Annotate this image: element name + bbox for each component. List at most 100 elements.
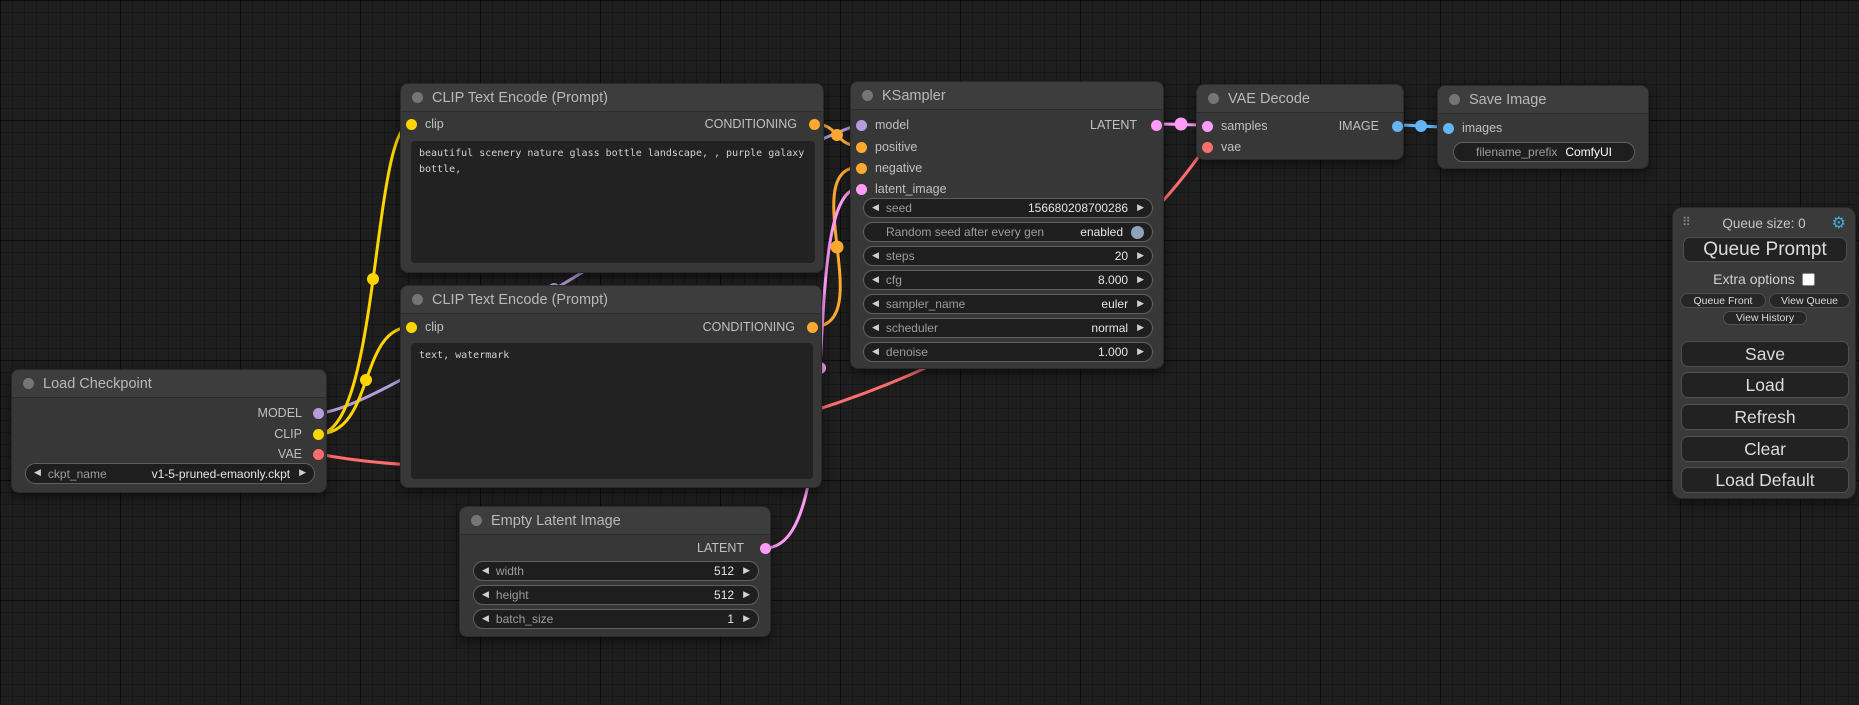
node-titlebar[interactable]: Load Checkpoint [12, 370, 326, 398]
batch-size-widget[interactable]: ◀ batch_size 1 ▶ [473, 609, 759, 629]
node-titlebar[interactable]: CLIP Text Encode (Prompt) [401, 286, 821, 314]
clear-button[interactable]: Clear [1681, 436, 1849, 462]
collapse-dot-icon[interactable] [862, 90, 873, 101]
images-input-port[interactable] [1443, 123, 1454, 134]
collapse-dot-icon[interactable] [471, 515, 482, 526]
latent-output-port[interactable] [1151, 120, 1162, 131]
increment-arrow-icon[interactable]: ▶ [1137, 324, 1144, 333]
decrement-arrow-icon[interactable]: ◀ [872, 324, 879, 333]
collapse-dot-icon[interactable] [412, 294, 423, 305]
negative-prompt-textarea[interactable]: text, watermark [411, 343, 813, 479]
node-titlebar[interactable]: CLIP Text Encode (Prompt) [401, 84, 823, 112]
sampler-name-widget[interactable]: ◀ sampler_name euler ▶ [863, 294, 1153, 314]
widget-value: 512 [714, 588, 734, 602]
widget-label: batch_size [496, 612, 553, 626]
widget-value: euler [1101, 297, 1128, 311]
vae-output-port[interactable] [313, 449, 324, 460]
node-empty-latent-image: Empty Latent Image LATENT ◀ width 512 ▶ … [459, 506, 771, 637]
widget-label: height [496, 588, 529, 602]
load-button[interactable]: Load [1681, 372, 1849, 398]
queue-front-button[interactable]: Queue Front [1680, 293, 1766, 308]
increment-arrow-icon[interactable]: ▶ [1137, 276, 1144, 285]
gear-icon[interactable]: ⚙ [1832, 213, 1846, 232]
toggle-dot-icon[interactable] [1131, 226, 1144, 239]
scheduler-widget[interactable]: ◀ scheduler normal ▶ [863, 318, 1153, 338]
increment-arrow-icon[interactable]: ▶ [743, 591, 750, 600]
width-widget[interactable]: ◀ width 512 ▶ [473, 561, 759, 581]
node-title-label: CLIP Text Encode (Prompt) [432, 90, 608, 106]
decrement-arrow-icon[interactable]: ◀ [872, 300, 879, 309]
decrement-arrow-icon[interactable]: ◀ [482, 567, 489, 576]
widget-label: steps [886, 249, 915, 263]
conditioning-output-port[interactable] [809, 119, 820, 130]
conditioning-output-port[interactable] [807, 322, 818, 333]
view-history-button[interactable]: View History [1723, 311, 1807, 325]
output-label-conditioning: CONDITIONING [703, 320, 795, 334]
cfg-widget[interactable]: ◀ cfg 8.000 ▶ [863, 270, 1153, 290]
refresh-button[interactable]: Refresh [1681, 404, 1849, 430]
ckpt-name-widget[interactable]: ◀ ckpt_name v1-5-pruned-emaonly.ckpt ▶ [25, 463, 315, 484]
node-titlebar[interactable]: Empty Latent Image [460, 507, 770, 535]
negative-input-port[interactable] [856, 163, 867, 174]
view-queue-button[interactable]: View Queue [1769, 293, 1850, 308]
increment-arrow-icon[interactable]: ▶ [299, 469, 306, 478]
filename-prefix-widget[interactable]: filename_prefix ComfyUI [1453, 142, 1635, 162]
increment-arrow-icon[interactable]: ▶ [743, 567, 750, 576]
model-input-port[interactable] [856, 120, 867, 131]
clip-input-port[interactable] [406, 119, 417, 130]
output-label-conditioning: CONDITIONING [705, 117, 797, 131]
clip-output-port[interactable] [313, 429, 324, 440]
node-clip-text-encode-positive: CLIP Text Encode (Prompt) clip CONDITION… [400, 83, 824, 273]
collapse-dot-icon[interactable] [23, 378, 34, 389]
model-output-port[interactable] [313, 408, 324, 419]
widget-label: filename_prefix [1476, 145, 1557, 159]
load-default-button[interactable]: Load Default [1681, 467, 1849, 493]
clip-input-port[interactable] [406, 322, 417, 333]
random-seed-widget[interactable]: Random seed after every gen enabled [863, 222, 1153, 242]
collapse-dot-icon[interactable] [412, 92, 423, 103]
increment-arrow-icon[interactable]: ▶ [743, 615, 750, 624]
denoise-widget[interactable]: ◀ denoise 1.000 ▶ [863, 342, 1153, 362]
input-label-vae: vae [1221, 140, 1241, 154]
output-label-model: MODEL [258, 406, 302, 420]
latent-output-port[interactable] [760, 543, 771, 554]
latent-image-input-port[interactable] [856, 184, 867, 195]
queue-prompt-button[interactable]: Queue Prompt [1683, 237, 1847, 262]
increment-arrow-icon[interactable]: ▶ [1137, 252, 1144, 261]
extra-options-checkbox[interactable] [1802, 273, 1815, 286]
decrement-arrow-icon[interactable]: ◀ [872, 276, 879, 285]
decrement-arrow-icon[interactable]: ◀ [482, 591, 489, 600]
image-output-port[interactable] [1392, 121, 1403, 132]
samples-input-port[interactable] [1202, 121, 1213, 132]
collapse-dot-icon[interactable] [1449, 94, 1460, 105]
positive-prompt-textarea[interactable]: beautiful scenery nature glass bottle la… [411, 141, 815, 263]
widget-value: 1.000 [1098, 345, 1128, 359]
steps-widget[interactable]: ◀ steps 20 ▶ [863, 246, 1153, 266]
positive-input-port[interactable] [856, 142, 867, 153]
node-titlebar[interactable]: Save Image [1438, 86, 1648, 114]
decrement-arrow-icon[interactable]: ◀ [482, 615, 489, 624]
increment-arrow-icon[interactable]: ▶ [1137, 348, 1144, 357]
increment-arrow-icon[interactable]: ▶ [1137, 204, 1144, 213]
widget-label: sampler_name [886, 297, 965, 311]
node-title-label: Empty Latent Image [491, 513, 621, 529]
save-button[interactable]: Save [1681, 341, 1849, 367]
seed-widget[interactable]: ◀ seed 156680208700286 ▶ [863, 198, 1153, 218]
decrement-arrow-icon[interactable]: ◀ [872, 204, 879, 213]
increment-arrow-icon[interactable]: ▶ [1137, 300, 1144, 309]
link-dot [1175, 118, 1188, 131]
output-label-clip: CLIP [274, 427, 302, 441]
decrement-arrow-icon[interactable]: ◀ [34, 469, 41, 478]
node-titlebar[interactable]: VAE Decode [1197, 85, 1403, 113]
node-titlebar[interactable]: KSampler [851, 82, 1163, 110]
decrement-arrow-icon[interactable]: ◀ [872, 348, 879, 357]
node-title-label: VAE Decode [1228, 91, 1310, 107]
height-widget[interactable]: ◀ height 512 ▶ [473, 585, 759, 605]
node-graph-canvas[interactable]: Load Checkpoint MODEL CLIP VAE ◀ ckpt_na… [0, 0, 1859, 705]
vae-input-port[interactable] [1202, 142, 1213, 153]
node-title-label: CLIP Text Encode (Prompt) [432, 292, 608, 308]
extra-options-label: Extra options [1713, 271, 1795, 287]
collapse-dot-icon[interactable] [1208, 93, 1219, 104]
decrement-arrow-icon[interactable]: ◀ [872, 252, 879, 261]
widget-label: denoise [886, 345, 928, 359]
